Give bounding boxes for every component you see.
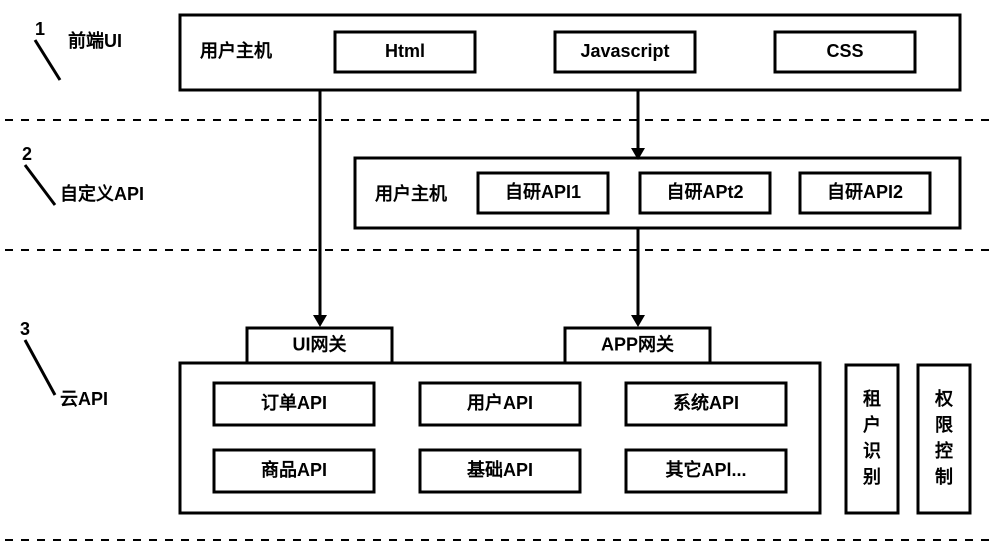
layer-3-numeral: 3 (20, 319, 30, 339)
api-cell-1-label: 用户API (467, 392, 533, 413)
side-box-1-label-char-3: 制 (935, 467, 953, 487)
api-cell-2-label: 系统API (673, 392, 739, 413)
gateway-0-label: UI网关 (293, 333, 347, 354)
layer-3-tick (25, 340, 55, 395)
layer-3-title: 云API (60, 389, 108, 409)
side-box-0 (846, 365, 898, 513)
architecture-diagram: 1前端UI用户主机HtmlJavascriptCSS2自定义API用户主机自研A… (0, 0, 1000, 543)
layer-2-item-1-label: 自研APt2 (666, 181, 743, 202)
layer-1-host-label: 用户主机 (200, 40, 272, 61)
layer-1-numeral: 1 (35, 19, 45, 39)
side-box-0-label-char-2: 识 (863, 441, 881, 461)
side-box-0-label-char-3: 别 (862, 467, 881, 487)
layer-1-item-0-label: Html (385, 41, 425, 61)
arrowhead-icon (313, 315, 327, 327)
layer-2-title: 自定义API (60, 183, 144, 204)
layer-2-item-0-label: 自研API1 (505, 181, 581, 202)
side-box-0-label-char-1: 户 (863, 414, 881, 435)
side-box-1-label-char-0: 权 (934, 388, 954, 409)
layer-1-title: 前端UI (68, 30, 122, 51)
layer-1-tick (35, 40, 60, 80)
layer-1-item-2-label: CSS (826, 41, 863, 61)
layer-2-tick (25, 165, 55, 205)
layer-2-numeral: 2 (22, 144, 32, 164)
side-box-0-label-char-0: 租 (863, 388, 881, 409)
side-box-1-label-char-2: 控 (935, 440, 953, 461)
api-cell-0-label: 订单API (261, 392, 327, 413)
layer-2-item-2-label: 自研API2 (827, 181, 903, 202)
side-box-1 (918, 365, 970, 513)
layer-1-item-1-label: Javascript (580, 41, 669, 61)
layer-2-host-label: 用户主机 (375, 183, 447, 204)
side-box-1-label-char-1: 限 (935, 415, 954, 435)
api-cell-3-label: 商品API (261, 459, 327, 480)
arrowhead-icon (631, 315, 645, 327)
api-cell-4-label: 基础API (466, 459, 533, 480)
api-cell-5-label: 其它APl... (665, 459, 746, 480)
gateway-1-label: APP网关 (601, 333, 674, 354)
